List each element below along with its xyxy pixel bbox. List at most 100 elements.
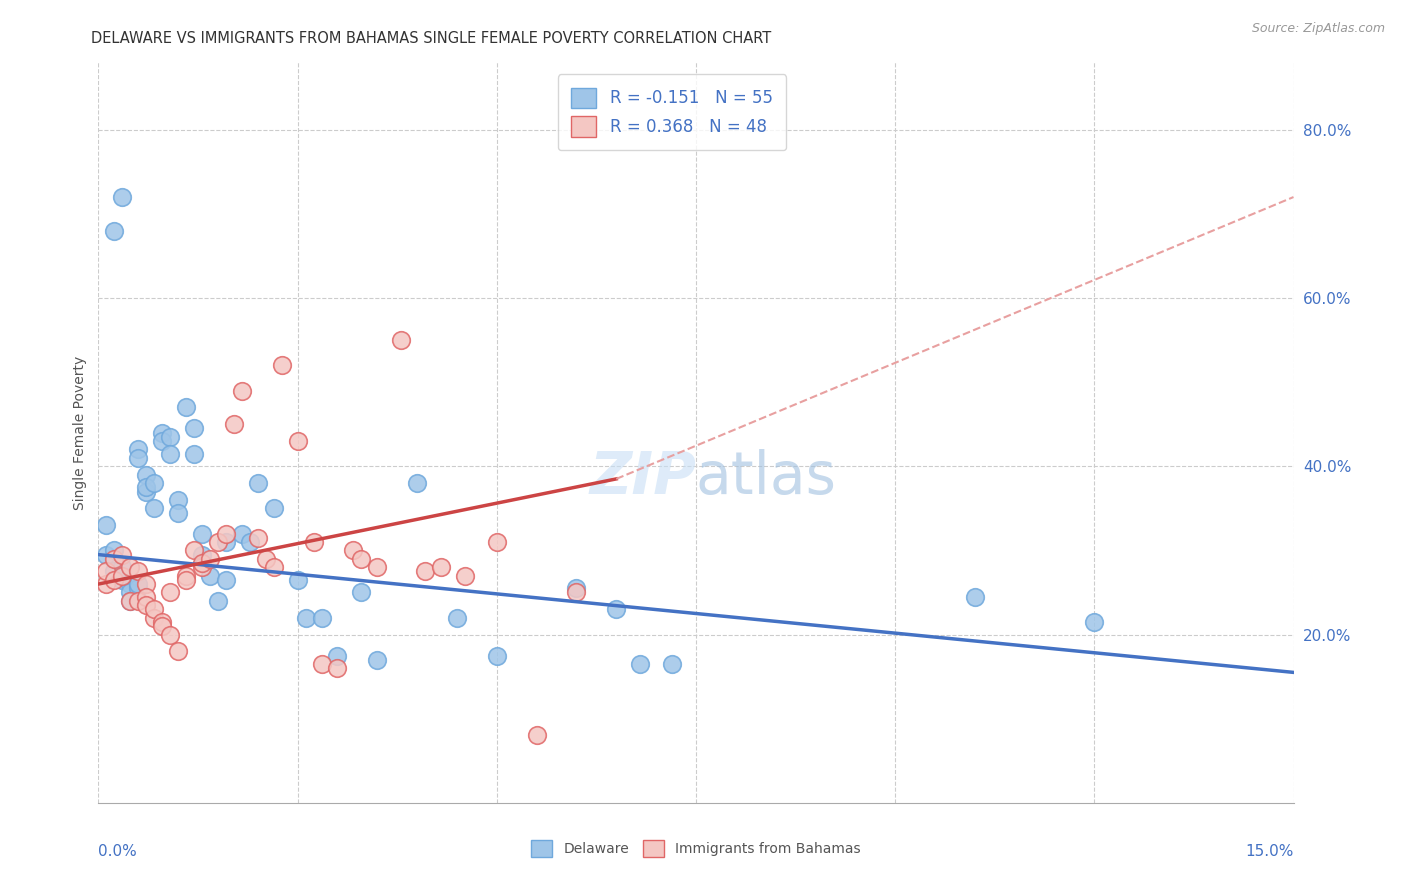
Point	[135, 577, 157, 591]
Point	[263, 501, 285, 516]
Point	[207, 594, 229, 608]
Point	[565, 581, 588, 595]
Point	[135, 484, 157, 499]
Point	[350, 585, 373, 599]
Point	[389, 333, 412, 347]
Point	[366, 653, 388, 667]
Point	[605, 602, 627, 616]
Point	[215, 573, 238, 587]
Point	[127, 565, 149, 579]
Point	[430, 560, 453, 574]
Point	[127, 450, 149, 465]
Point	[150, 425, 173, 440]
Point	[191, 548, 214, 562]
Point	[150, 615, 173, 629]
Point	[143, 610, 166, 624]
Point	[183, 447, 205, 461]
Text: 15.0%: 15.0%	[1246, 844, 1294, 858]
Point	[287, 573, 309, 587]
Point	[287, 434, 309, 448]
Point	[143, 476, 166, 491]
Point	[454, 568, 477, 582]
Point	[183, 543, 205, 558]
Point	[413, 565, 436, 579]
Point	[565, 585, 588, 599]
Point	[198, 551, 221, 566]
Point	[127, 442, 149, 457]
Point	[198, 568, 221, 582]
Point	[159, 447, 181, 461]
Point	[661, 657, 683, 671]
Point	[111, 573, 134, 587]
Point	[96, 577, 118, 591]
Point	[254, 551, 277, 566]
Point	[127, 581, 149, 595]
Point	[135, 590, 157, 604]
Point	[159, 430, 181, 444]
Point	[366, 560, 388, 574]
Point	[406, 476, 429, 491]
Point	[103, 224, 125, 238]
Point	[150, 434, 173, 448]
Point	[246, 476, 269, 491]
Point	[485, 648, 508, 663]
Point	[127, 577, 149, 591]
Point	[167, 492, 190, 507]
Point	[111, 568, 134, 582]
Point	[311, 657, 333, 671]
Point	[215, 526, 238, 541]
Point	[231, 384, 253, 398]
Legend: Delaware, Immigrants from Bahamas: Delaware, Immigrants from Bahamas	[526, 834, 866, 863]
Point	[174, 573, 197, 587]
Point	[963, 590, 986, 604]
Point	[159, 627, 181, 641]
Point	[231, 526, 253, 541]
Point	[263, 560, 285, 574]
Point	[103, 551, 125, 566]
Point	[191, 560, 214, 574]
Y-axis label: Single Female Poverty: Single Female Poverty	[73, 356, 87, 509]
Point	[96, 565, 118, 579]
Point	[120, 560, 142, 574]
Point	[96, 518, 118, 533]
Point	[143, 501, 166, 516]
Point	[167, 644, 190, 658]
Point	[311, 610, 333, 624]
Point	[246, 531, 269, 545]
Point	[96, 548, 118, 562]
Point	[239, 535, 262, 549]
Point	[174, 401, 197, 415]
Point	[120, 594, 142, 608]
Point	[111, 548, 134, 562]
Point	[120, 585, 142, 599]
Point	[103, 573, 125, 587]
Point	[111, 190, 134, 204]
Point	[174, 568, 197, 582]
Point	[143, 602, 166, 616]
Text: Source: ZipAtlas.com: Source: ZipAtlas.com	[1251, 22, 1385, 36]
Point	[485, 535, 508, 549]
Point	[127, 594, 149, 608]
Point	[191, 526, 214, 541]
Point	[294, 610, 316, 624]
Point	[150, 619, 173, 633]
Point	[326, 661, 349, 675]
Point	[167, 506, 190, 520]
Point	[111, 568, 134, 582]
Text: DELAWARE VS IMMIGRANTS FROM BAHAMAS SINGLE FEMALE POVERTY CORRELATION CHART: DELAWARE VS IMMIGRANTS FROM BAHAMAS SING…	[91, 31, 772, 46]
Point	[302, 535, 325, 549]
Point	[135, 598, 157, 612]
Point	[215, 535, 238, 549]
Point	[342, 543, 364, 558]
Point	[326, 648, 349, 663]
Point	[135, 480, 157, 494]
Text: 0.0%: 0.0%	[98, 844, 138, 858]
Point	[191, 556, 214, 570]
Point	[222, 417, 245, 432]
Point	[207, 535, 229, 549]
Point	[446, 610, 468, 624]
Point	[159, 585, 181, 599]
Point	[183, 421, 205, 435]
Point	[120, 577, 142, 591]
Point	[120, 594, 142, 608]
